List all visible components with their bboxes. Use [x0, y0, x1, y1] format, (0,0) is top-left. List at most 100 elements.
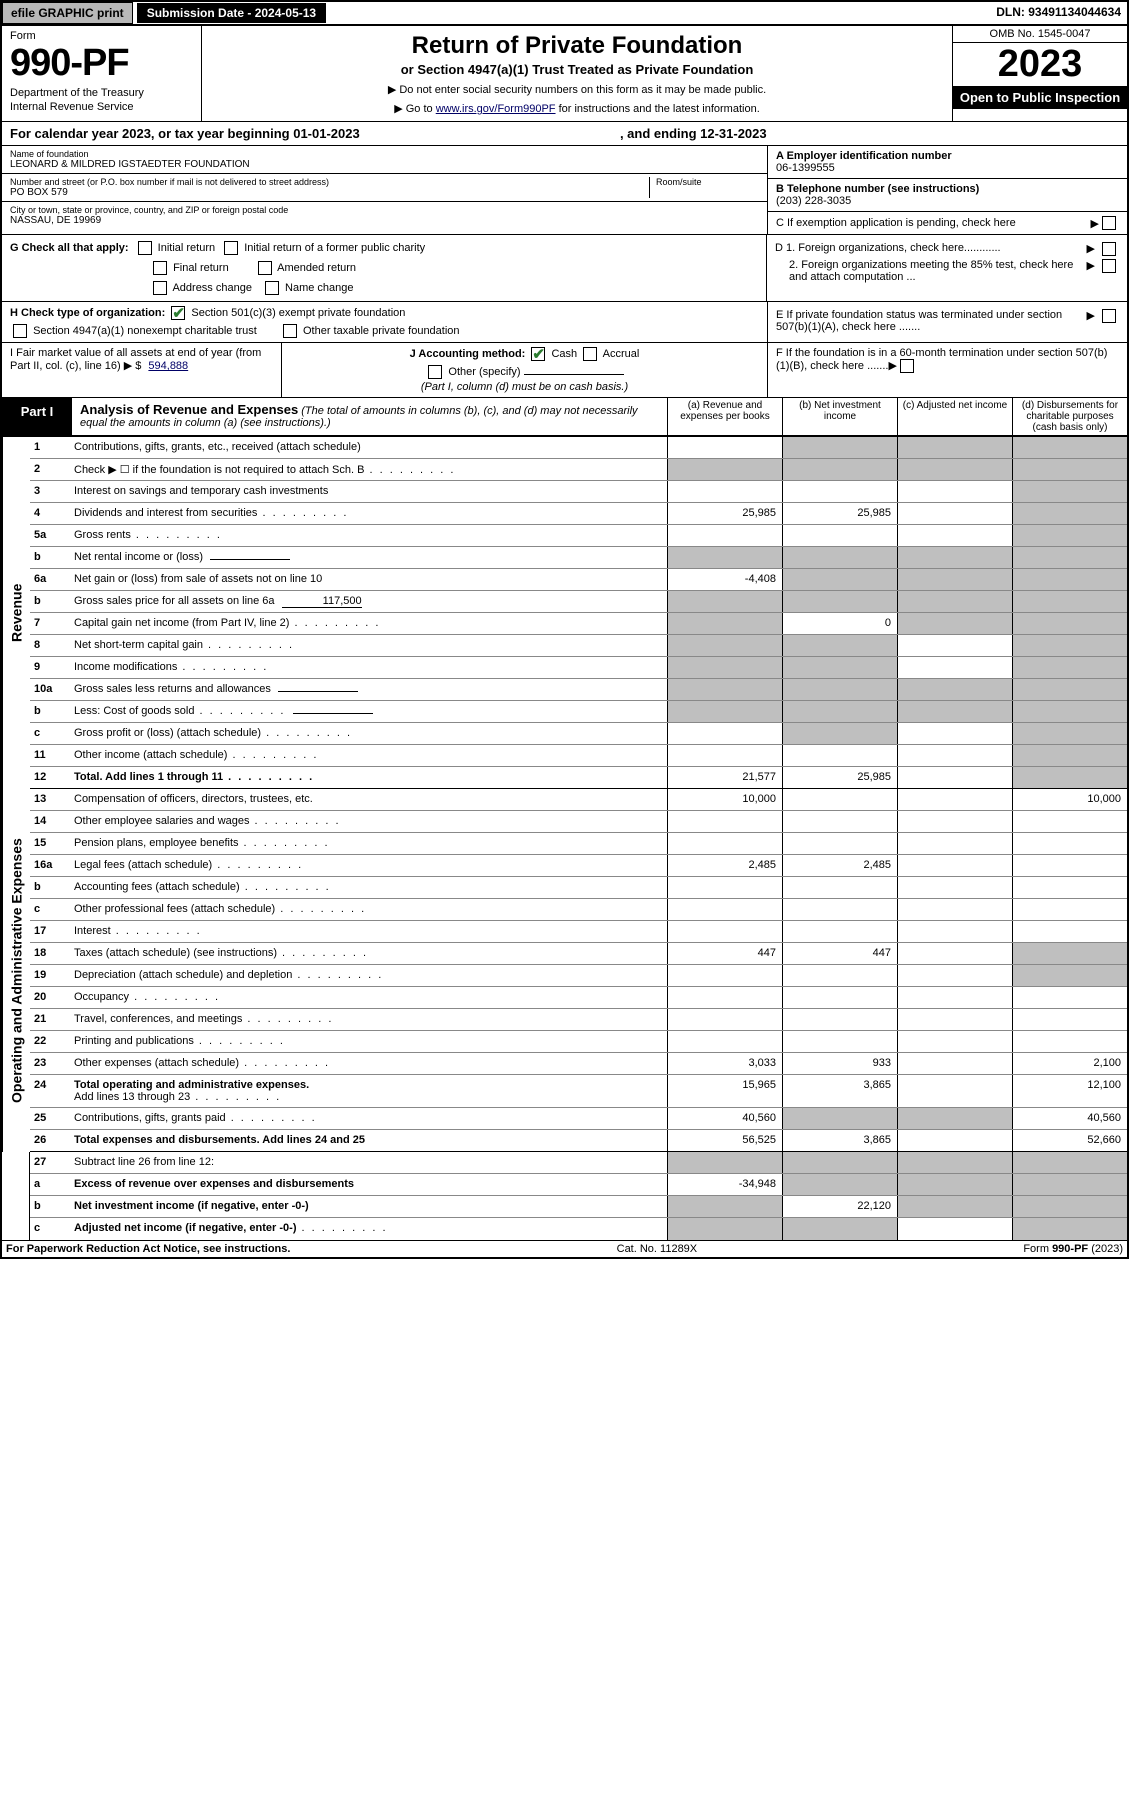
instruction-link-line: ▶ Go to www.irs.gov/Form990PF for instru… — [212, 102, 942, 115]
d2-checkbox[interactable] — [1102, 259, 1116, 273]
line-7: Capital gain net income (from Part IV, l… — [70, 613, 667, 634]
line-27a: Excess of revenue over expenses and disb… — [70, 1174, 667, 1195]
line-20: Occupancy — [70, 987, 667, 1008]
amended-return-label: Amended return — [277, 262, 356, 274]
line-6b: Gross sales price for all assets on line… — [70, 591, 667, 612]
line-10a: Gross sales less returns and allowances — [70, 679, 667, 700]
l13-d: 10,000 — [1012, 789, 1127, 810]
line-25: Contributions, gifts, grants paid — [70, 1108, 667, 1129]
initial-former-label: Initial return of a former public charit… — [244, 242, 425, 254]
l7-b: 0 — [782, 613, 897, 634]
phone-value: (203) 228-3035 — [776, 195, 1119, 207]
j-label: J Accounting method: — [410, 348, 526, 360]
city-value: NASSAU, DE 19969 — [10, 215, 759, 226]
l24-a: 15,965 — [667, 1075, 782, 1107]
g-label: G Check all that apply: — [10, 242, 129, 254]
line-26: Total expenses and disbursements. Add li… — [70, 1130, 667, 1151]
line-11: Other income (attach schedule) — [70, 745, 667, 766]
form-id-block: Form 990-PF Department of the Treasury I… — [2, 26, 202, 121]
final-return-checkbox[interactable] — [153, 261, 167, 275]
line-15: Pension plans, employee benefits — [70, 833, 667, 854]
name-change-label: Name change — [285, 282, 354, 294]
other-taxable-checkbox[interactable] — [283, 324, 297, 338]
opex-side-label: Operating and Administrative Expenses — [2, 789, 30, 1152]
line-22: Printing and publications — [70, 1031, 667, 1052]
instr-pre: ▶ Go to — [394, 103, 435, 115]
l24-d: 12,100 — [1012, 1075, 1127, 1107]
501c3-checkbox[interactable] — [171, 306, 185, 320]
line-9: Income modifications — [70, 657, 667, 678]
col-a-header: (a) Revenue and expenses per books — [667, 398, 782, 435]
instr-post: for instructions and the latest informat… — [556, 103, 760, 115]
other-method-checkbox[interactable] — [428, 365, 442, 379]
line-3: Interest on savings and temporary cash i… — [70, 481, 667, 502]
instruction-ssn: ▶ Do not enter social security numbers o… — [212, 83, 942, 96]
address-change-checkbox[interactable] — [153, 281, 167, 295]
col-b-header: (b) Net investment income — [782, 398, 897, 435]
l24-b: 3,865 — [782, 1075, 897, 1107]
line-6a: Net gain or (loss) from sale of assets n… — [70, 569, 667, 590]
paperwork-notice: For Paperwork Reduction Act Notice, see … — [6, 1243, 290, 1255]
dept-irs: Internal Revenue Service — [10, 101, 193, 113]
h-label: H Check type of organization: — [10, 307, 165, 319]
line-16b: Accounting fees (attach schedule) — [70, 877, 667, 898]
l4-a: 25,985 — [667, 503, 782, 524]
amended-return-checkbox[interactable] — [258, 261, 272, 275]
efile-print-button[interactable]: efile GRAPHIC print — [2, 2, 133, 24]
line-12: Total. Add lines 1 through 11 — [70, 767, 667, 788]
submission-date: Submission Date - 2024-05-13 — [137, 3, 326, 23]
d1-label: D 1. Foreign organizations, check here..… — [775, 242, 1083, 254]
f-checkbox[interactable] — [900, 359, 914, 373]
line-16c: Other professional fees (attach schedule… — [70, 899, 667, 920]
other-method-label: Other (specify) — [448, 366, 520, 378]
revenue-side-label: Revenue — [2, 437, 30, 789]
line-17: Interest — [70, 921, 667, 942]
501c3-label: Section 501(c)(3) exempt private foundat… — [191, 307, 405, 319]
city-label: City or town, state or province, country… — [10, 205, 759, 215]
initial-former-checkbox[interactable] — [224, 241, 238, 255]
line-27: Subtract line 26 from line 12: — [70, 1152, 667, 1173]
line-10b: Less: Cost of goods sold — [70, 701, 667, 722]
address-value: PO BOX 579 — [10, 187, 649, 198]
line-24: Total operating and administrative expen… — [70, 1075, 667, 1107]
line-1: Contributions, gifts, grants, etc., rece… — [70, 437, 667, 458]
address-label: Number and street (or P.O. box number if… — [10, 177, 649, 187]
fmv-label: I Fair market value of all assets at end… — [10, 347, 261, 372]
l12-a: 21,577 — [667, 767, 782, 788]
foundation-name: LEONARD & MILDRED IGSTAEDTER FOUNDATION — [10, 159, 759, 170]
e-checkbox[interactable] — [1102, 309, 1116, 323]
form-footer-id: Form 990-PF (2023) — [1023, 1243, 1123, 1255]
dln-number: DLN: 93491134044634 — [990, 2, 1127, 24]
line-19: Depreciation (attach schedule) and deple… — [70, 965, 667, 986]
line-4: Dividends and interest from securities — [70, 503, 667, 524]
d1-checkbox[interactable] — [1102, 242, 1116, 256]
exemption-pending-checkbox[interactable] — [1102, 216, 1116, 230]
cash-label: Cash — [551, 348, 577, 360]
4947-checkbox[interactable] — [13, 324, 27, 338]
name-change-checkbox[interactable] — [265, 281, 279, 295]
l27a-a: -34,948 — [667, 1174, 782, 1195]
line-16a: Legal fees (attach schedule) — [70, 855, 667, 876]
l25-a: 40,560 — [667, 1108, 782, 1129]
l12-b: 25,985 — [782, 767, 897, 788]
tax-year: 2023 — [953, 43, 1127, 86]
accrual-checkbox[interactable] — [583, 347, 597, 361]
l26-d: 52,660 — [1012, 1130, 1127, 1151]
room-suite-label: Room/suite — [656, 177, 759, 187]
l4-b: 25,985 — [782, 503, 897, 524]
l16a-a: 2,485 — [667, 855, 782, 876]
initial-return-checkbox[interactable] — [138, 241, 152, 255]
other-taxable-label: Other taxable private foundation — [303, 325, 460, 337]
form-number: 990-PF — [10, 42, 193, 85]
line-10c: Gross profit or (loss) (attach schedule) — [70, 723, 667, 744]
line-23: Other expenses (attach schedule) — [70, 1053, 667, 1074]
omb-number: OMB No. 1545-0047 — [953, 26, 1127, 43]
phone-label: B Telephone number (see instructions) — [776, 183, 1119, 195]
dept-treasury: Department of the Treasury — [10, 87, 193, 99]
part1-title: Analysis of Revenue and Expenses — [80, 402, 298, 417]
cash-checkbox[interactable] — [531, 347, 545, 361]
line-21: Travel, conferences, and meetings — [70, 1009, 667, 1030]
col-c-header: (c) Adjusted net income — [897, 398, 1012, 435]
form990pf-link[interactable]: www.irs.gov/Form990PF — [436, 103, 556, 115]
open-public-badge: Open to Public Inspection — [953, 86, 1127, 109]
